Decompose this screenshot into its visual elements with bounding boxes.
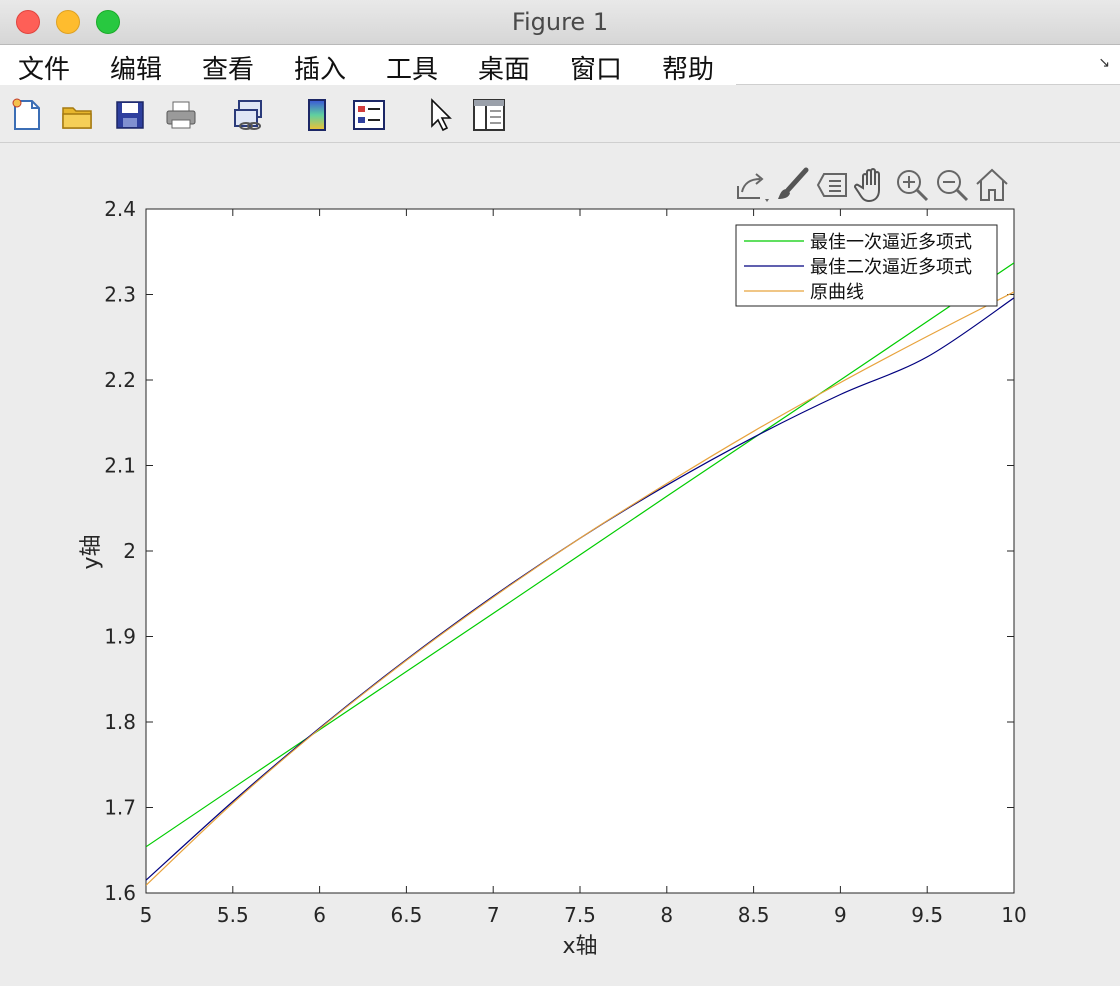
pan-hand-icon[interactable]: [854, 166, 890, 204]
x-tick-label: 6.5: [390, 903, 422, 927]
y-tick-label: 1.6: [104, 881, 136, 905]
menu-tools[interactable]: 工具: [386, 55, 439, 85]
y-tick-label: 2: [123, 539, 136, 563]
legend-label-3: 原曲线: [810, 282, 864, 303]
edit-plot-pointer-icon[interactable]: [422, 98, 456, 132]
y-tick-label: 1.9: [104, 625, 136, 649]
y-tick-label: 2.2: [104, 368, 136, 392]
x-tick-label: 10: [1001, 903, 1026, 927]
y-tick-label: 2.1: [104, 454, 136, 478]
insert-legend-icon[interactable]: [352, 98, 386, 132]
line-chart: 5 5.5 6 6.5 7 7.5 8 8.5 9 9.5 10 1.6 1.7 1.8 1.9 2 2.1 2.…: [79, 197, 1027, 959]
legend-label-2: 最佳二次逼近多项式: [810, 257, 972, 278]
axes-toolbar: [730, 166, 1020, 206]
figure-toolbar: [0, 86, 1120, 143]
menu-view[interactable]: 查看: [202, 55, 255, 85]
menu-help[interactable]: 帮助: [662, 55, 715, 85]
menu-insert[interactable]: 插入: [294, 55, 347, 85]
window-title: Figure 1: [511, 8, 609, 36]
insert-colorbar-icon[interactable]: [300, 98, 334, 132]
maximize-window-button[interactable]: [96, 10, 120, 34]
x-tick-label: 7: [487, 903, 500, 927]
menu-divider: [736, 84, 1120, 85]
zoom-in-icon[interactable]: [894, 166, 930, 204]
menu-bar: 文件 编辑 查看 插入 工具 桌面 窗口 帮助 ↘: [0, 45, 1120, 85]
x-tick-label: 9.5: [911, 903, 943, 927]
series-line-3[interactable]: [146, 291, 1014, 886]
home-icon[interactable]: [974, 166, 1010, 204]
data-tips-icon[interactable]: [814, 166, 850, 204]
y-tick-label: 2.4: [104, 197, 136, 221]
axes-box[interactable]: [145, 208, 1015, 894]
x-tick-label: 7.5: [564, 903, 596, 927]
x-tick-label: 8: [660, 903, 673, 927]
new-figure-icon[interactable]: [10, 98, 44, 132]
menu-file[interactable]: 文件: [18, 55, 71, 85]
menu-edit[interactable]: 编辑: [110, 55, 163, 85]
x-tick-label: 6: [313, 903, 326, 927]
close-window-button[interactable]: [16, 10, 40, 34]
property-inspector-icon[interactable]: [472, 98, 506, 132]
title-bar: Figure 1: [0, 0, 1120, 45]
legend-label-1: 最佳一次逼近多项式: [810, 232, 972, 253]
dock-arrow-icon[interactable]: ↘: [1098, 55, 1110, 71]
print-icon[interactable]: [164, 98, 198, 132]
y-tick-label: 2.3: [104, 283, 136, 307]
y-tick-label: 1.7: [104, 796, 136, 820]
y-axis-label: y轴: [79, 534, 104, 569]
menu-desktop[interactable]: 桌面: [478, 55, 531, 85]
x-tick-label: 5.5: [217, 903, 249, 927]
x-tick-label: 9: [834, 903, 847, 927]
open-file-icon[interactable]: [60, 98, 94, 132]
series-line-1[interactable]: [146, 262, 1014, 848]
export-icon[interactable]: [734, 166, 770, 204]
x-tick-label: 5: [140, 903, 153, 927]
save-icon[interactable]: [113, 98, 147, 132]
x-axis-label: x轴: [562, 934, 597, 959]
link-plot-icon[interactable]: [232, 98, 266, 132]
minimize-window-button[interactable]: [56, 10, 80, 34]
zoom-out-icon[interactable]: [934, 166, 970, 204]
menu-window[interactable]: 窗口: [570, 55, 623, 85]
y-tick-label: 1.8: [104, 710, 136, 734]
brush-icon[interactable]: [774, 166, 810, 204]
x-tick-label: 8.5: [738, 903, 770, 927]
